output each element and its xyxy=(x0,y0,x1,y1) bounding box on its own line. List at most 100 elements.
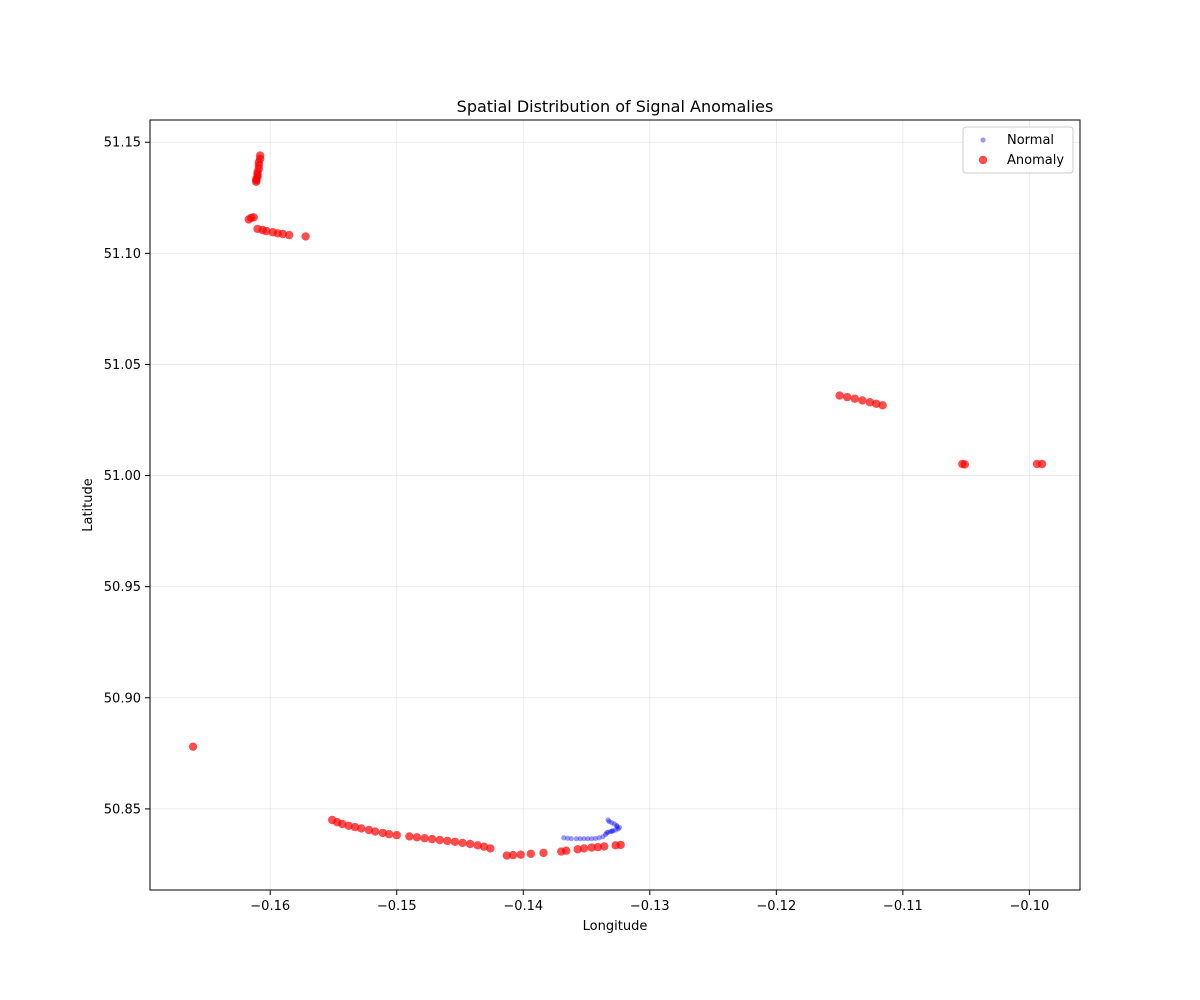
normal-point xyxy=(607,828,614,835)
anomaly-point xyxy=(516,850,525,859)
anomaly-point xyxy=(338,819,347,829)
normal-point xyxy=(615,826,621,832)
y-tick-label: 50.90 xyxy=(104,691,141,706)
anomaly-point xyxy=(435,835,444,845)
normal-point xyxy=(600,834,606,840)
anomaly-point xyxy=(284,230,294,240)
anomaly-point xyxy=(1037,459,1047,469)
normal-point xyxy=(588,836,595,842)
anomaly-point xyxy=(344,821,353,830)
anomaly-point xyxy=(858,396,867,405)
anomaly-point xyxy=(473,841,482,850)
anomaly-point xyxy=(587,843,596,852)
plot-frame xyxy=(149,119,1081,891)
anomaly-point xyxy=(573,845,582,854)
anomaly-point xyxy=(486,844,495,853)
normal-point xyxy=(561,835,567,841)
anomaly-series-points xyxy=(188,151,1047,860)
anomaly-point xyxy=(364,825,374,835)
anomaly-point xyxy=(865,398,875,407)
anomaly-point xyxy=(350,822,360,832)
anomaly-point xyxy=(188,742,198,751)
normal-point xyxy=(614,824,620,830)
anomaly-point xyxy=(458,838,467,848)
normal-point xyxy=(609,820,615,826)
normal-point xyxy=(605,817,611,823)
legend-label-normal: Normal xyxy=(1007,133,1054,148)
anomaly-point xyxy=(427,834,437,844)
normal-point xyxy=(604,830,610,836)
y-axis-ticks: 50.85 50.90 50.95 51.00 51.05 51.10 51.15 xyxy=(104,136,150,817)
anomaly-point xyxy=(412,833,422,842)
normal-point xyxy=(616,824,623,831)
anomaly-point xyxy=(850,394,859,403)
x-axis-label: Longitude xyxy=(583,919,648,934)
anomaly-point xyxy=(600,842,609,851)
anomaly-point xyxy=(479,842,489,851)
x-tick-label: −0.11 xyxy=(883,899,923,914)
x-tick-label: −0.10 xyxy=(1009,899,1049,914)
legend-label-anomaly: Anomaly xyxy=(1007,153,1064,168)
normal-point xyxy=(613,827,619,833)
anomaly-point xyxy=(842,392,852,402)
normal-point xyxy=(573,836,580,842)
anomaly-point xyxy=(835,391,844,400)
anomaly-point xyxy=(405,832,414,841)
normal-point xyxy=(564,835,571,841)
normal-point xyxy=(577,836,583,842)
x-tick-label: −0.13 xyxy=(630,899,670,914)
anomaly-point xyxy=(878,401,887,410)
anomaly-point xyxy=(450,837,460,846)
normal-point xyxy=(596,835,602,841)
normal-point xyxy=(605,829,611,835)
x-tick-label: −0.14 xyxy=(503,899,543,914)
anomaly-point xyxy=(502,851,512,860)
x-tick-label: −0.16 xyxy=(250,899,290,914)
anomaly-point xyxy=(278,229,288,239)
x-axis-ticks: −0.16 −0.15 −0.14 −0.13 −0.12 −0.11 −0.10 xyxy=(250,890,1049,914)
anomaly-point xyxy=(872,399,881,408)
anomaly-point xyxy=(593,842,603,852)
normal-point xyxy=(568,836,574,842)
anomaly-point xyxy=(252,177,261,186)
anomaly-point xyxy=(443,836,452,846)
x-tick-label: −0.15 xyxy=(377,899,417,914)
normal-point xyxy=(611,821,617,827)
y-tick-label: 51.10 xyxy=(104,247,141,262)
legend-box xyxy=(962,126,1074,174)
anomaly-point xyxy=(579,844,589,853)
anomaly-point xyxy=(384,830,394,839)
normal-point xyxy=(581,836,587,842)
normal-point xyxy=(602,831,609,838)
anomaly-point xyxy=(960,460,970,469)
anomaly-point xyxy=(371,827,380,836)
y-tick-label: 51.05 xyxy=(104,358,141,373)
anomaly-point xyxy=(465,839,475,849)
normal-series-points xyxy=(561,817,623,842)
anomaly-point xyxy=(262,226,271,236)
anomaly-point xyxy=(562,846,571,855)
anomaly-point xyxy=(392,830,401,840)
legend-marker-anomaly xyxy=(978,155,988,165)
anomaly-point xyxy=(420,834,429,843)
normal-point xyxy=(609,828,615,834)
anomaly-point xyxy=(249,213,258,222)
normal-point xyxy=(610,828,616,834)
anomaly-point xyxy=(616,840,625,850)
y-tick-label: 50.85 xyxy=(104,802,141,817)
anomaly-point xyxy=(508,850,518,860)
anomaly-point xyxy=(539,848,548,858)
anomaly-point xyxy=(526,849,536,858)
normal-point xyxy=(585,836,591,842)
anomaly-point xyxy=(301,232,310,241)
grid-lines xyxy=(150,120,1080,890)
anomaly-point xyxy=(357,824,366,833)
legend: Normal Anomaly xyxy=(962,126,1074,174)
anomaly-point xyxy=(378,828,388,838)
normal-point xyxy=(592,835,598,842)
y-axis-label: Latitude xyxy=(81,478,96,532)
x-tick-label: −0.12 xyxy=(756,899,796,914)
y-tick-label: 50.95 xyxy=(104,580,141,595)
chart-title: Spatial Distribution of Signal Anomalies xyxy=(457,97,774,116)
